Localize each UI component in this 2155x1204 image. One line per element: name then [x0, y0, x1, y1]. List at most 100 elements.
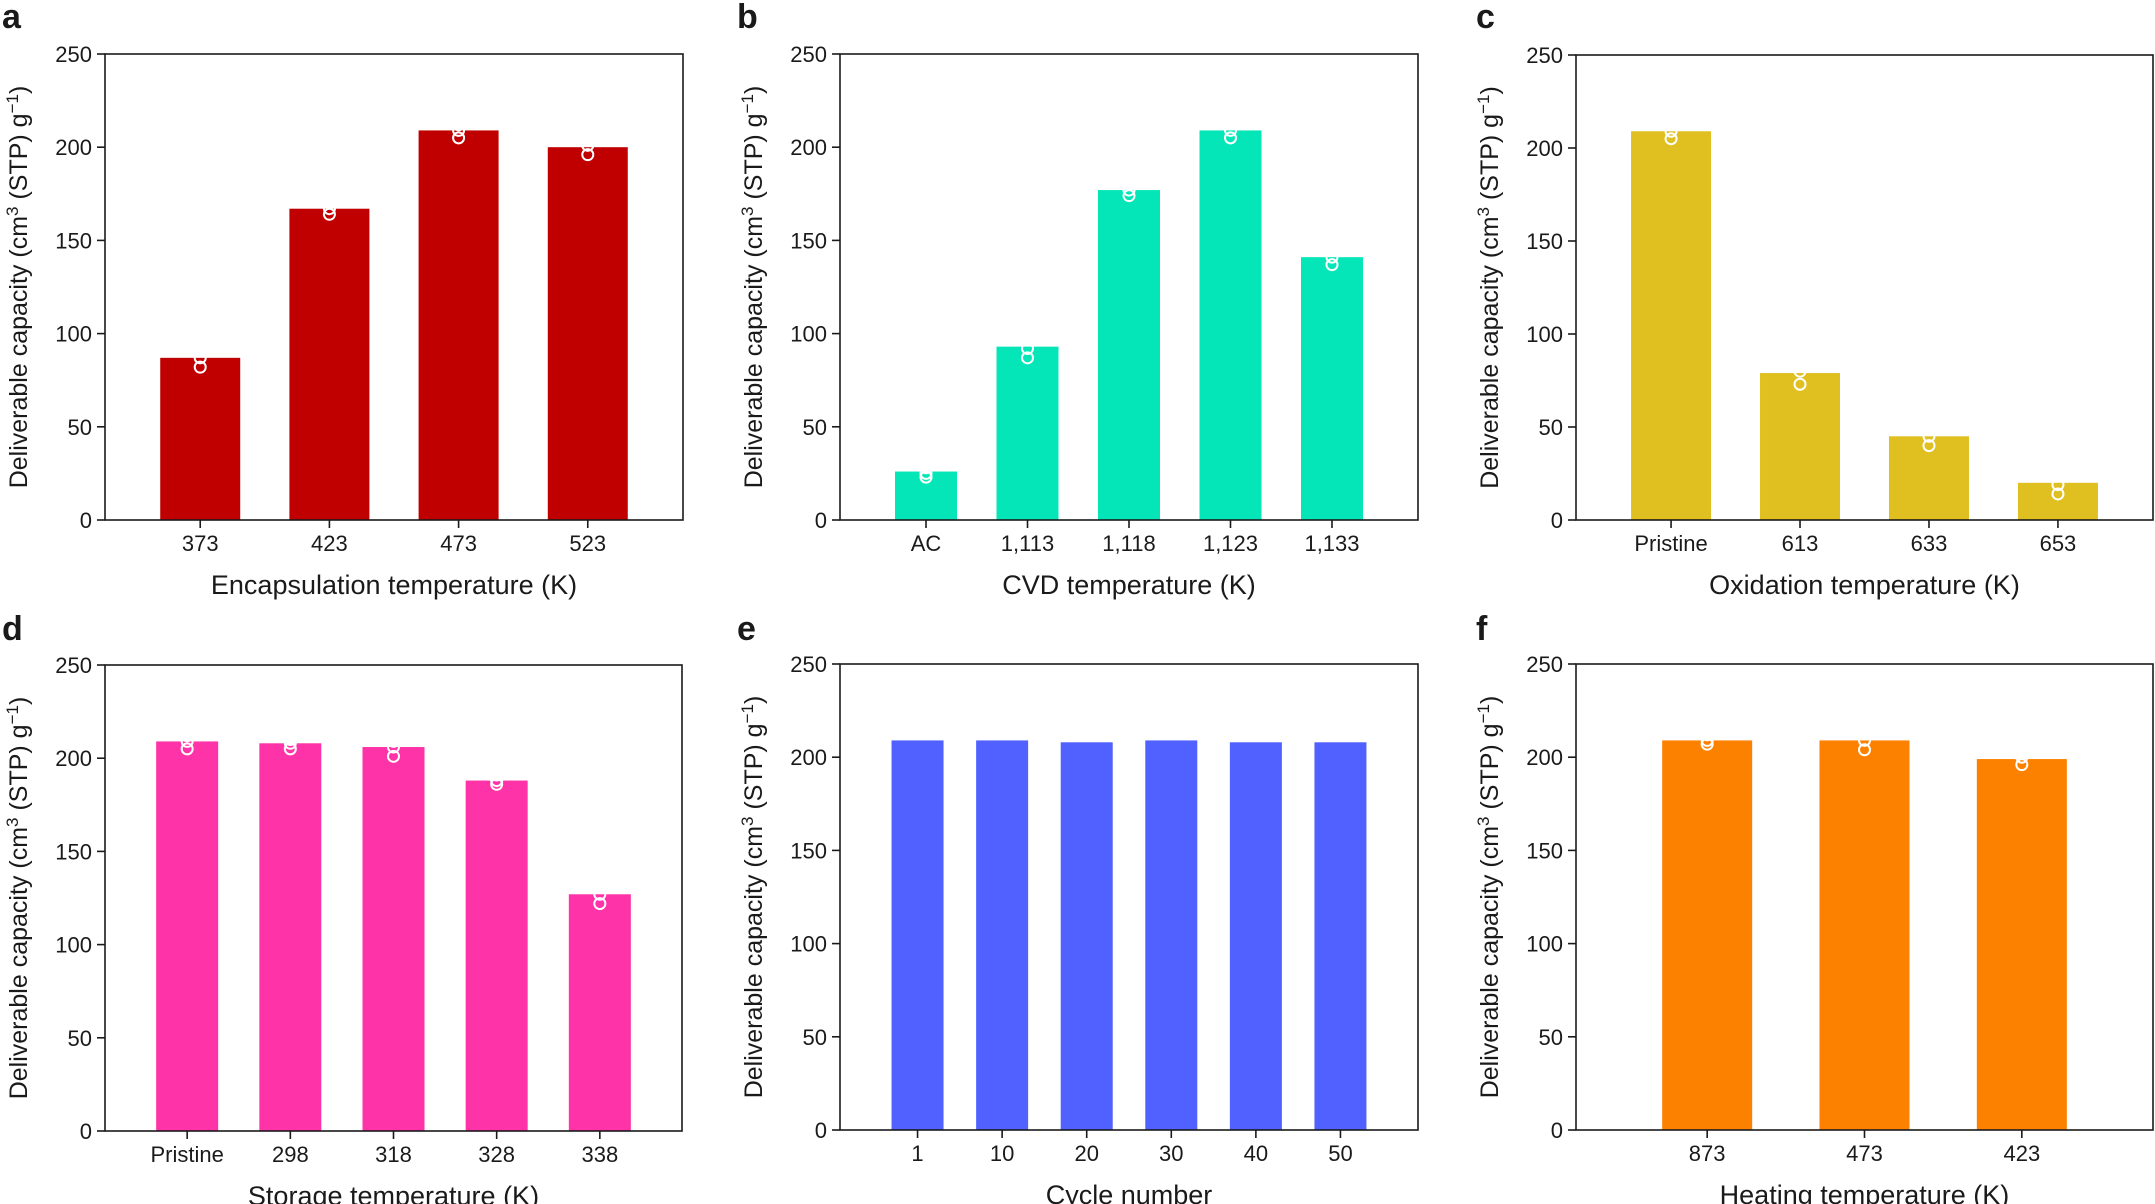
data-point-c-1-0	[1793, 377, 1807, 391]
data-point-a-0-1	[193, 351, 207, 365]
data-point-d-1-0	[283, 742, 297, 756]
plot-frame-c	[1575, 54, 2154, 521]
y-tick-label-a-5: 250	[55, 42, 92, 67]
y-axis-title-part-a-4: )	[5, 86, 33, 94]
data-point-d-3-1	[490, 774, 504, 788]
data-point-b-2-2	[1122, 176, 1136, 190]
panel-letter-f: f	[1476, 610, 1488, 648]
y-tick-label-b-2: 100	[790, 322, 827, 347]
plot-frame-e	[839, 663, 1419, 1131]
data-point-b-0-2	[919, 461, 933, 475]
data-point-d-0-2	[180, 729, 194, 743]
bar-e-1	[976, 740, 1029, 1130]
y-axis-title-part-e-0: Deliverable capacity (cm	[740, 826, 768, 1098]
y-tick-label-f-5: 250	[1526, 652, 1563, 677]
y-axis-title-part-b-1: 3	[738, 207, 757, 216]
data-point-a-1-1	[322, 202, 336, 216]
bar-d-3	[465, 780, 528, 1131]
y-tick-label-e-2: 100	[790, 932, 827, 957]
y-tick-label-f-4: 200	[1526, 745, 1563, 770]
y-axis-title-part-c-2: (STP) g	[1476, 114, 1504, 207]
y-axis-title-b: Deliverable capacity (cm3 (STP) g−1)	[738, 86, 768, 489]
bar-d-0	[156, 741, 219, 1131]
y-axis-title-part-a-2: (STP) g	[5, 113, 33, 206]
x-tick-label-e-2: 20	[1074, 1141, 1098, 1166]
data-point-f-2-1	[2015, 750, 2029, 764]
y-axis-title-part-f-4: )	[1476, 696, 1504, 704]
data-point-a-3-1	[581, 138, 595, 152]
chart-panel-a: a 0 50 100 150 200 250 373 423 473 523 Encapsulatio…	[2, 0, 684, 600]
y-axis-title-part-d-3: −1	[3, 705, 22, 724]
data-point-a-1-2	[322, 196, 336, 210]
y-axis-title-d: Deliverable capacity (cm3 (STP) g−1)	[3, 697, 33, 1100]
y-tick-label-c-2: 100	[1526, 322, 1563, 347]
data-point-f-1-0	[1858, 743, 1871, 757]
y-tick-label-a-2: 100	[55, 322, 92, 347]
data-point-b-1-2	[1021, 330, 1035, 344]
y-axis-title-part-a-1: 3	[3, 207, 22, 216]
y-tick-label-a-3: 150	[55, 228, 92, 253]
panel-letter-a: a	[2, 0, 22, 36]
data-point-b-3-1	[1223, 123, 1237, 137]
data-point-d-1-1	[283, 736, 297, 750]
x-tick-label-a-2: 473	[440, 531, 477, 556]
y-tick-label-e-1: 50	[803, 1025, 827, 1050]
y-tick-label-c-1: 50	[1539, 415, 1563, 440]
data-point-a-3-2	[581, 131, 595, 145]
x-tick-label-b-4: 1,133	[1304, 531, 1359, 556]
data-point-c-0-1	[1664, 124, 1678, 138]
y-axis-title-part-c-1: 3	[1474, 207, 1493, 216]
data-point-c-0-0	[1664, 132, 1678, 146]
y-axis-title-part-f-3: −1	[1474, 704, 1493, 723]
data-point-b-4-0	[1325, 258, 1339, 272]
data-point-d-4-1	[593, 887, 607, 901]
bar-e-4	[1229, 742, 1282, 1130]
bar-d-1	[259, 743, 322, 1131]
y-tick-label-f-1: 50	[1539, 1025, 1563, 1050]
data-point-f-1-2	[1858, 726, 1871, 740]
x-axis-title-b: CVD temperature (K)	[1002, 570, 1256, 600]
bar-d-4	[568, 894, 631, 1131]
data-point-c-3-0	[2051, 487, 2065, 501]
data-point-a-2-1	[452, 123, 466, 137]
y-tick-label-c-4: 200	[1526, 136, 1563, 161]
bar-a-1	[289, 208, 370, 520]
y-axis-title-part-e-3: −1	[738, 704, 757, 723]
data-point-b-4-2	[1325, 241, 1339, 255]
y-axis-title-part-b-4: )	[740, 86, 768, 94]
data-point-b-1-0	[1021, 351, 1035, 365]
y-axis-title-part-a-0: Deliverable capacity (cm	[5, 216, 33, 488]
plot-frame-a	[104, 53, 684, 521]
x-tick-label-e-5: 50	[1328, 1141, 1352, 1166]
data-point-b-3-2	[1223, 116, 1237, 130]
data-point-d-0-0	[180, 742, 194, 756]
y-axis-title-a: Deliverable capacity (cm3 (STP) g−1)	[3, 86, 33, 489]
x-tick-label-e-1: 10	[990, 1141, 1014, 1166]
data-point-c-3-2	[2051, 467, 2065, 480]
bar-f-1	[1819, 740, 1910, 1130]
bar-f-2	[1976, 759, 2067, 1130]
bar-a-2	[418, 130, 499, 520]
bar-b-4	[1300, 257, 1363, 520]
data-point-d-0-1	[180, 734, 194, 748]
bar-b-2	[1098, 190, 1160, 520]
y-axis-title-part-f-2: (STP) g	[1476, 723, 1504, 816]
x-tick-label-b-1: 1,113	[1001, 531, 1054, 556]
y-axis-title-e: Deliverable capacity (cm3 (STP) g−1)	[738, 696, 768, 1099]
data-point-d-3-0	[490, 777, 504, 791]
y-tick-label-d-0: 0	[80, 1119, 92, 1144]
data-point-b-2-1	[1122, 183, 1136, 197]
x-axis-title-d: Storage temperature (K)	[248, 1181, 539, 1204]
x-tick-label-d-2: 318	[375, 1142, 412, 1167]
panel-letter-b: b	[737, 0, 758, 36]
panel-letter-d: d	[2, 610, 23, 648]
y-tick-label-f-2: 100	[1526, 932, 1563, 957]
x-tick-label-d-1: 298	[272, 1142, 309, 1167]
y-tick-label-a-4: 200	[55, 135, 92, 160]
y-axis-title-part-e-2: (STP) g	[740, 723, 768, 816]
data-point-d-3-2	[490, 768, 504, 782]
chart-panel-b: b 0 50 100 150 200 250 AC 1,113 1,118 1,123 1,133 CV…	[737, 0, 1419, 600]
y-tick-label-c-5: 250	[1526, 43, 1563, 68]
data-point-f-0-2	[1700, 728, 1714, 742]
x-tick-label-e-4: 40	[1244, 1141, 1268, 1166]
